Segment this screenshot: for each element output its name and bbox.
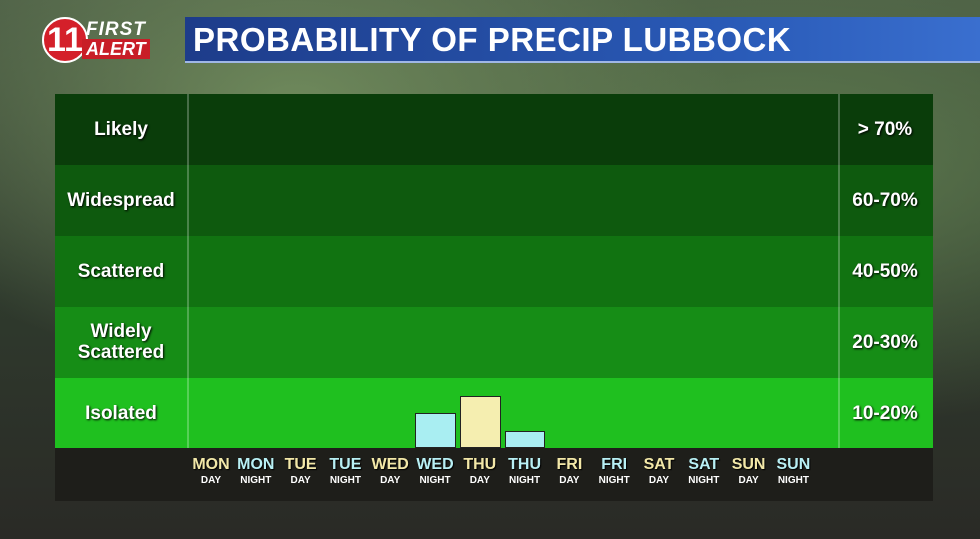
x-tick-period: NIGHT [329, 475, 361, 486]
band-scattered: Scattered 40-50% [55, 236, 933, 307]
x-tick-period: DAY [380, 475, 401, 486]
x-tick-thu-night: THU NIGHT [503, 456, 547, 488]
band-label: Widespread [67, 190, 175, 211]
x-tick-period: NIGHT [688, 475, 720, 486]
x-tick-sun-day: SUN DAY [727, 456, 771, 488]
band-label: Isolated [85, 402, 157, 424]
x-tick-day: MON [237, 456, 275, 473]
x-tick-period: NIGHT [598, 475, 630, 486]
x-tick-period: NIGHT [240, 475, 272, 486]
band-range: 40-50% [852, 261, 918, 282]
x-tick-wed-day: WED DAY [368, 456, 412, 488]
x-tick-sun-night: SUN NIGHT [771, 456, 815, 488]
x-tick-period: DAY [559, 475, 580, 486]
band-likely: Likely > 70% [55, 94, 933, 165]
x-tick-fri-night: FRI NIGHT [592, 456, 636, 488]
x-tick-fri-day: FRI DAY [547, 456, 591, 488]
x-tick-day: FRI [601, 456, 628, 473]
right-divider [838, 94, 840, 501]
band-range: 60-70% [852, 190, 918, 211]
x-tick-period: NIGHT [419, 475, 451, 486]
x-tick-day: SUN [731, 456, 766, 473]
x-tick-day: SUN [776, 456, 811, 473]
x-tick-day: WED [416, 456, 454, 473]
x-tick-wed-night: WED NIGHT [413, 456, 457, 488]
bar-thu-night [504, 430, 546, 448]
left-divider [187, 94, 189, 501]
x-tick-tue-night: TUE NIGHT [323, 456, 367, 488]
precip-chart-panel: Likely > 70% Widespread 60-70% Scattered 40-5… [55, 94, 933, 501]
logo-first-text: FIRST [86, 19, 146, 40]
x-tick-day: SAT [643, 456, 675, 473]
x-tick-period: NIGHT [777, 475, 809, 486]
x-tick-period: DAY [200, 475, 222, 486]
x-tick-period: DAY [290, 475, 311, 486]
x-tick-period: NIGHT [509, 475, 541, 486]
band-widespread: Widespread 60-70% [55, 165, 933, 236]
x-tick-day: THU [463, 456, 497, 473]
x-tick-day: FRI [556, 456, 583, 473]
first-alert-logo: 11 FIRST ALERT [42, 17, 170, 63]
band-label: Widely Scattered [77, 321, 165, 363]
x-tick-day: TUE [329, 456, 362, 473]
x-tick-sat-night: SAT NIGHT [682, 456, 726, 488]
logo-alert-text: ALERT [82, 39, 150, 59]
x-tick-period: DAY [648, 475, 670, 486]
band-range: > 70% [857, 119, 913, 140]
bar-thu-day [459, 395, 501, 448]
band-range: 20-30% [852, 332, 918, 353]
bar-wed-night [415, 413, 456, 448]
logo-number: 11 [42, 17, 88, 63]
x-tick-thu-day: THU DAY [458, 456, 502, 488]
x-tick-sat-day: SAT DAY [637, 456, 681, 488]
x-axis: MON DAY MON NIGHT TUE DAY TUE NIGHT WED DAY WED NIG… [55, 448, 933, 501]
band-label: Likely [94, 119, 148, 140]
x-tick-tue-day: TUE DAY [279, 456, 323, 488]
band-label: Scattered [77, 261, 165, 282]
band-widely-scattered: Widely Scattered 20-30% [55, 307, 933, 378]
x-tick-day: MON [192, 456, 230, 473]
chart-title: PROBABILITY OF PRECIP LUBBOCK [193, 21, 792, 58]
x-tick-day: TUE [284, 456, 317, 473]
x-tick-day: SAT [688, 456, 720, 473]
x-tick-day: THU [508, 456, 542, 473]
band-range: 10-20% [852, 402, 918, 424]
x-tick-period: DAY [469, 475, 490, 486]
x-tick-mon-night: MON NIGHT [234, 456, 278, 488]
x-tick-period: DAY [738, 475, 759, 486]
x-tick-mon-day: MON DAY [189, 456, 233, 488]
x-tick-day: WED [371, 456, 409, 473]
title-bar: PROBABILITY OF PRECIP LUBBOCK [185, 17, 980, 63]
